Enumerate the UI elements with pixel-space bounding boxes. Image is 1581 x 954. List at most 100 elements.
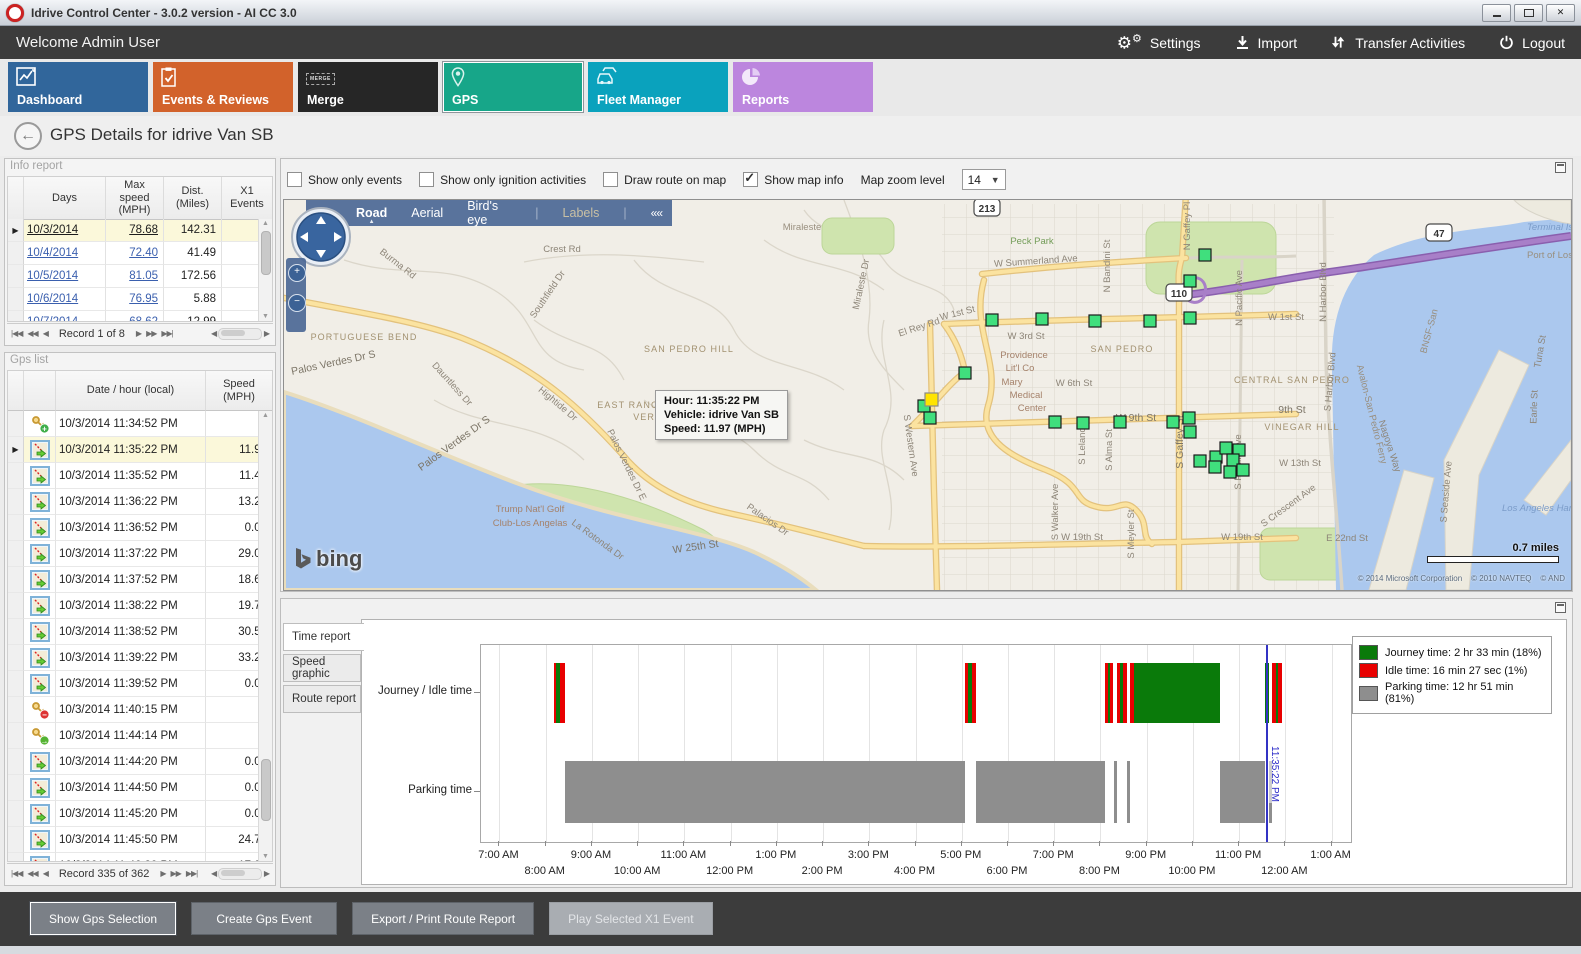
map-view-aerial[interactable]: Aerial — [411, 206, 444, 220]
table-row[interactable]: 10/3/2014 11:38:52 PM 30.55 — [8, 619, 272, 645]
idle-bar[interactable] — [1110, 663, 1114, 723]
parking-bar[interactable] — [1127, 761, 1130, 823]
pager-first-icon[interactable]: |◀◀ — [11, 329, 23, 338]
pager-first-icon[interactable]: |◀◀ — [11, 869, 23, 878]
tab-dashboard[interactable]: Dashboard — [8, 62, 148, 112]
map-view-road[interactable]: Road — [356, 206, 387, 220]
idle-bar[interactable] — [1277, 663, 1283, 723]
parking-bar[interactable] — [1219, 761, 1265, 823]
table-row[interactable]: 10/3/2014 11:44:20 PM 0.00 — [8, 749, 272, 775]
idle-bar[interactable] — [971, 663, 977, 723]
journey-bar[interactable] — [1119, 663, 1124, 723]
back-button[interactable]: ← — [14, 122, 42, 150]
map-toolbar-collapse-icon[interactable]: «« — [650, 206, 663, 220]
create-gps-event-button[interactable]: Create Gps Event — [191, 902, 338, 935]
table-row[interactable]: 10/3/2014 11:45:50 PM 24.75 — [8, 827, 272, 853]
table-row[interactable]: 10/3/2014 11:35:52 PM 11.47 — [8, 463, 272, 489]
table-row[interactable]: 10/3/2014 11:38:22 PM 19.70 — [8, 593, 272, 619]
table-row[interactable]: 10/3/2014 11:44:50 PM 0.00 — [8, 775, 272, 801]
pager-hscrollbar[interactable]: ◀ ▶ — [211, 327, 270, 340]
map-canvas[interactable]: Miraleste Peck Park W Summerland Ave Crest … — [283, 199, 1572, 591]
table-row[interactable]: 10/3/2014 11:36:22 PM 13.28 — [8, 489, 272, 515]
info-report-scrollbar[interactable]: ▲ ▼ — [258, 219, 272, 321]
table-row[interactable]: 10/3/2014 11:45:20 PM 0.00 — [8, 801, 272, 827]
chart-panel-expand-icon[interactable] — [1555, 602, 1566, 613]
import-button[interactable]: Import — [1235, 35, 1297, 51]
pager-next-page-icon[interactable]: ▶▶ — [170, 869, 182, 878]
journey-bar[interactable] — [556, 663, 561, 723]
logout-button[interactable]: Logout — [1499, 35, 1565, 51]
journey-bar[interactable] — [1108, 663, 1111, 723]
map-zoom-in-button[interactable]: + — [288, 264, 306, 282]
col-x1-events[interactable]: X1 Events — [222, 177, 272, 220]
table-row[interactable]: −10/3/2014 11:40:15 PM — [8, 697, 272, 723]
pager-next-icon[interactable]: ▶ — [135, 329, 142, 338]
route-marker[interactable] — [1183, 425, 1197, 439]
tab-fleet-manager[interactable]: Fleet Manager — [588, 62, 728, 112]
table-row[interactable]: +10/3/2014 11:34:52 PM — [8, 411, 272, 437]
checkbox-draw-route[interactable]: Draw route on map — [603, 172, 726, 187]
table-row[interactable]: ▶ 10/3/2014 11:35:22 PM 11.97 — [8, 437, 272, 463]
idle-bar[interactable] — [1105, 663, 1109, 723]
pager-prev-icon[interactable]: ◀ — [42, 869, 49, 878]
selected-route-marker[interactable] — [924, 392, 939, 407]
route-marker[interactable] — [985, 313, 999, 327]
play-selected-x1-event-button[interactable]: Play Selected X1 Event — [549, 902, 713, 935]
table-row[interactable]: 10/4/2014 72.40 41.49 — [8, 242, 272, 265]
table-row[interactable]: 10/3/2014 11:46:20 PM17.93 — [8, 853, 272, 861]
route-marker[interactable] — [1183, 311, 1197, 325]
checkbox-show-only-events[interactable]: Show only events — [287, 172, 402, 187]
route-marker[interactable] — [1223, 465, 1237, 479]
map-zoom-select[interactable]: 14 ▼ — [961, 169, 1006, 190]
tab-route-report[interactable]: Route report — [283, 685, 361, 713]
route-marker[interactable] — [1219, 441, 1233, 455]
parking-bar[interactable] — [565, 761, 965, 823]
gps-list-scrollbar[interactable]: ▲ ▼ — [258, 411, 272, 861]
transfer-activities-button[interactable]: Transfer Activities — [1331, 35, 1465, 51]
tab-events-reviews[interactable]: Events & Reviews — [153, 62, 293, 112]
idle-bar[interactable] — [553, 663, 557, 723]
maximize-button[interactable] — [1514, 3, 1543, 22]
checkbox-show-only-ignition[interactable]: Show only ignition activities — [419, 172, 586, 187]
col-dist[interactable]: Dist. (Miles) — [164, 177, 222, 220]
pager-next-icon[interactable]: ▶ — [160, 869, 166, 878]
close-button[interactable]: ✕ — [1546, 3, 1575, 22]
table-row[interactable]: → 10/3/2014 11:44:14 PM — [8, 723, 272, 749]
idle-bar[interactable] — [1117, 663, 1120, 723]
col-speed[interactable]: Speed (MPH) — [206, 371, 272, 411]
route-marker[interactable] — [1198, 248, 1212, 262]
map-view-birdseye[interactable]: Bird's eye — [467, 199, 499, 227]
route-marker[interactable] — [1236, 463, 1250, 477]
table-row[interactable]: 10/3/2014 11:39:52 PM 0.00 — [8, 671, 272, 697]
minimize-button[interactable] — [1482, 3, 1511, 22]
journey-bar[interactable] — [1134, 663, 1220, 723]
route-marker[interactable] — [1183, 274, 1197, 288]
table-row[interactable]: ▶ 10/3/2014 78.68 142.31 — [8, 219, 272, 242]
idle-bar[interactable] — [560, 663, 566, 723]
pager-last-icon[interactable]: ▶▶| — [161, 329, 173, 338]
route-marker[interactable] — [1113, 415, 1127, 429]
journey-bar[interactable] — [967, 663, 972, 723]
col-date-hour[interactable]: Date / hour (local) — [56, 371, 206, 411]
pager-hscrollbar[interactable]: ◀ ▶ — [211, 867, 270, 880]
pager-prev-page-icon[interactable]: ◀◀ — [27, 869, 38, 878]
idle-bar[interactable] — [1123, 663, 1128, 723]
pager-next-page-icon[interactable]: ▶▶ — [146, 329, 157, 338]
table-row[interactable]: 10/3/2014 11:37:52 PM 18.63 — [8, 567, 272, 593]
route-marker[interactable] — [1208, 460, 1222, 474]
table-row[interactable]: 10/3/2014 11:37:22 PM 29.05 — [8, 541, 272, 567]
route-marker[interactable] — [1193, 454, 1207, 468]
idle-bar[interactable] — [965, 663, 968, 723]
table-row[interactable]: 10/3/2014 11:39:22 PM 33.21 — [8, 645, 272, 671]
tab-time-report[interactable]: Time report — [283, 623, 364, 651]
export-print-route-report-button[interactable]: Export / Print Route Report — [352, 902, 535, 935]
table-row[interactable]: 10/5/2014 81.05 172.56 — [8, 265, 272, 288]
parking-bar[interactable] — [976, 761, 1106, 823]
table-row[interactable]: 10/6/2014 76.95 5.88 — [8, 288, 272, 311]
route-marker[interactable] — [1048, 415, 1062, 429]
checkbox-show-map-info[interactable]: Show map info — [743, 170, 844, 187]
map-zoom-out-button[interactable]: − — [288, 294, 306, 312]
idle-bar[interactable] — [1272, 663, 1276, 723]
pager-last-icon[interactable]: ▶▶| — [185, 869, 198, 878]
